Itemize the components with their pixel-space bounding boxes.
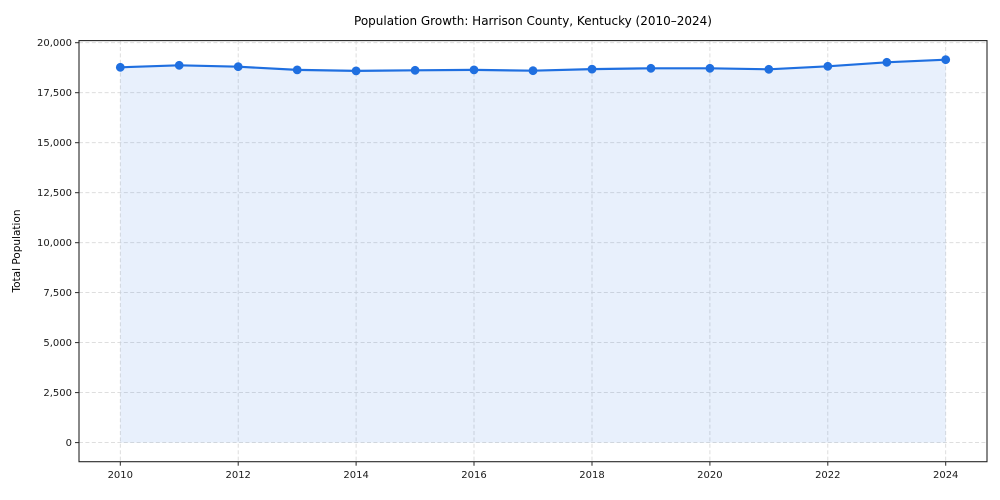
- y-tick-label: 17,500: [37, 88, 72, 99]
- y-tick-label: 20,000: [37, 38, 72, 49]
- x-tick-label: 2018: [579, 470, 604, 481]
- data-point-marker: [233, 62, 243, 72]
- y-tick-label: 12,500: [37, 188, 72, 199]
- data-point-marker: [882, 57, 892, 67]
- x-tick-label: 2016: [461, 470, 486, 481]
- y-tick-label: 5,000: [43, 338, 72, 349]
- y-tick-label: 15,000: [37, 138, 72, 149]
- x-tick-label: 2020: [697, 470, 722, 481]
- plot-border: [78, 40, 988, 463]
- series-area-fill: [120, 59, 946, 443]
- x-tick-label: 2014: [343, 470, 368, 481]
- data-point-marker: [587, 64, 597, 74]
- x-tick-label: 2012: [225, 470, 250, 481]
- data-point-marker: [646, 63, 656, 73]
- y-tick-label: 10,000: [37, 238, 72, 249]
- data-point-marker: [823, 61, 833, 71]
- data-point-marker: [351, 66, 361, 76]
- data-point-marker: [941, 55, 951, 65]
- x-tick-label: 2024: [933, 470, 958, 481]
- data-point-marker: [174, 60, 184, 70]
- x-tick-label: 2022: [815, 470, 840, 481]
- chart-title: Population Growth: Harrison County, Kent…: [354, 14, 712, 28]
- data-point-marker: [469, 65, 479, 75]
- data-point-marker: [292, 65, 302, 75]
- y-tick-label: 7,500: [43, 288, 72, 299]
- data-point-marker: [705, 63, 715, 73]
- x-tick-label: 2010: [108, 470, 133, 481]
- data-point-marker: [528, 66, 538, 76]
- y-tick-label: 2,500: [43, 388, 72, 399]
- data-point-marker: [764, 64, 774, 74]
- data-point-marker: [410, 65, 420, 75]
- y-tick-label: 0: [66, 438, 72, 449]
- data-point-marker: [115, 62, 125, 72]
